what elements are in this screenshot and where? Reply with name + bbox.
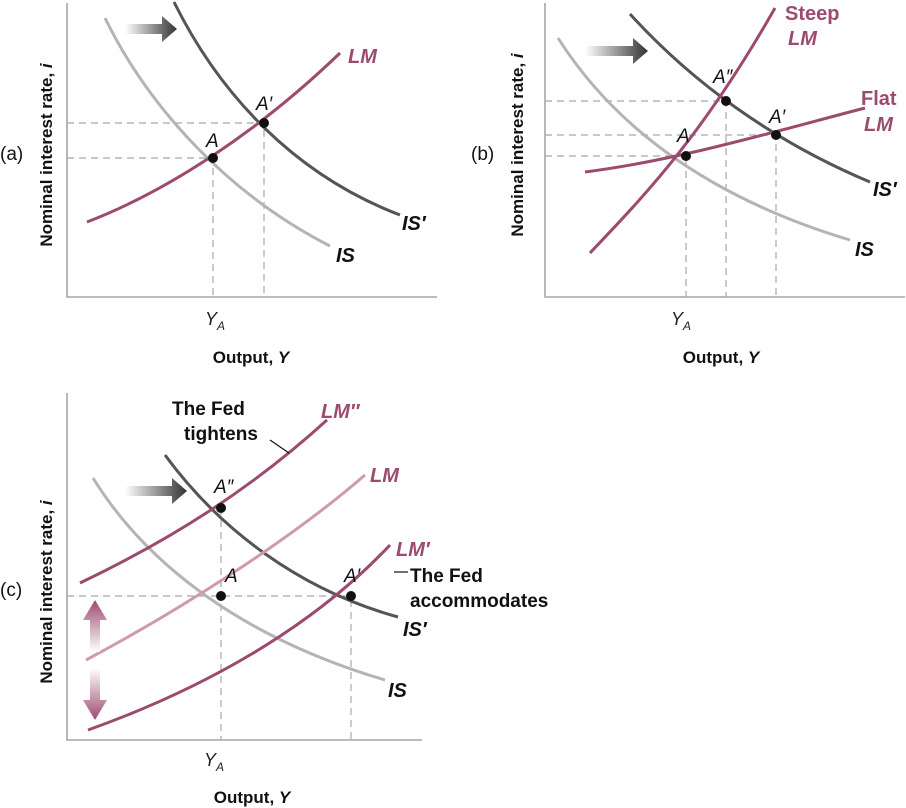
panel-c-lm1-label: LM′ [396,539,431,561]
panel-c-tightens-label-1: The Fed [172,399,245,420]
panel-b-flat-label-1: Flat [861,88,897,110]
panel-c-x-axis-title: Output, Y [214,788,292,807]
panel-c-point-a2 [216,503,226,513]
panel-b-y-axis-title: Nominal interest rate, i [508,52,527,237]
panel-b-steep-label-2: LM [788,28,818,50]
panel-b-point-a [681,151,691,161]
panel-a-label: (a) [0,144,23,165]
panel-c-tightens-label-2: tightens [184,424,258,445]
panel-b-is-curve [556,37,851,242]
panel-b-label: (b) [471,144,494,165]
panel-a-shift-arrow-icon [125,16,177,42]
panel-b-guide-a [545,155,687,297]
panel-c-lm-label: LM [370,465,400,487]
panel-c-down-arrow-icon [83,668,107,720]
panel-b-flat-label-2: LM [864,114,894,136]
panel-a-point-a-label: A [205,131,219,152]
panel-c: (c) Nominal interest rate, i A″ A A′ LM″… [0,393,548,807]
panel-c-is-curve [91,477,386,682]
panel-b-is1-curve [628,12,871,184]
panel-c-point-a2-label: A″ [213,477,235,498]
panel-c-point-a1-label: A′ [343,566,362,587]
panel-a-is1-label: IS′ [402,213,427,235]
panel-a-is-curve [103,17,331,248]
panel-b-is-label: IS [855,239,875,261]
panel-c-lm2-label: LM″ [321,401,361,423]
panel-a-y-axis-title: Nominal interest rate, i [37,62,56,247]
panel-c-y-axis-title: Nominal interest rate, i [37,499,56,684]
panel-a-is1-curve [172,1,401,217]
panel-c-lm2-curve [79,418,329,585]
panel-c-point-a1 [346,591,356,601]
panel-b-guide-a2 [545,100,727,297]
panel-b-steep-label-1: Steep [785,3,839,25]
panel-c-axes [66,393,422,741]
panel-c-up-arrow-icon [83,600,107,652]
panel-b: (b) Nominal interest rate, i A A″ A′ Ste… [471,3,905,367]
panel-b-point-a1 [771,130,781,140]
panel-a-guide-a1 [67,122,265,297]
panel-b-point-a1-label: A′ [768,107,787,128]
panel-b-is1-label: IS′ [873,179,898,201]
panel-a-x-axis-title: Output, Y [213,348,291,367]
panel-c-tightens-leader [269,439,290,454]
panel-c-point-a-label: A [224,566,238,587]
panel-a-point-a1-label: A′ [255,94,274,115]
panel-c-accommodates-label-1: The Fed [410,566,483,587]
panel-a-axes [66,3,437,298]
panel-c-shift-arrow-icon [125,478,187,504]
panel-a-point-a1 [259,118,269,128]
panel-c-tick-ya: YA [204,750,224,774]
panel-b-point-a-label: A [676,126,690,147]
panel-a-lm-label: LM [348,46,378,68]
panel-c-is1-curve [163,454,399,619]
panel-b-point-a2 [721,96,731,106]
panel-c-label: (c) [0,580,22,601]
panel-a-guide-a [67,157,214,297]
panel-b-point-a2-label: A″ [712,67,734,88]
panel-c-point-a [216,591,226,601]
panel-c-is1-label: IS′ [403,619,428,641]
panel-c-accommodates-label-2: accommodates [410,591,548,612]
panel-a-is-label: IS [336,245,356,267]
panel-a-point-a [208,153,218,163]
panel-b-x-axis-title: Output, Y [683,348,761,367]
panel-a-tick-ya: YA [205,309,225,333]
panel-b-steep-lm-curve [588,7,777,255]
panel-b-shift-arrow-icon [585,38,648,64]
panel-c-lm-curve [85,473,366,662]
panel-c-is-label: IS [388,680,408,702]
panel-a: (a) Nominal interest rate, i A A′ LM IS … [0,1,437,367]
panel-b-flat-lm-curve [584,106,866,174]
panel-b-tick-ya: YA [671,309,691,333]
panel-c-lm1-curve [87,543,392,732]
